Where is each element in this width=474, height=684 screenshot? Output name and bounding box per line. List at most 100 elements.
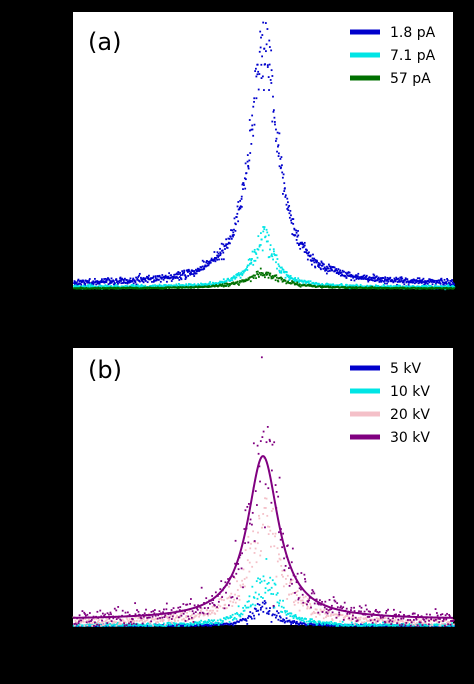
data-point <box>154 614 157 617</box>
data-point <box>245 619 248 622</box>
data-point <box>188 624 191 626</box>
data-point <box>254 274 256 277</box>
data-point <box>375 608 377 611</box>
data-point <box>75 623 78 626</box>
data-point <box>435 612 438 614</box>
data-point <box>395 276 398 279</box>
data-point <box>278 615 281 618</box>
data-point <box>197 624 200 627</box>
data-point <box>155 618 158 620</box>
data-point <box>273 253 276 255</box>
data-point <box>345 273 348 275</box>
data-point <box>319 608 322 611</box>
data-point <box>260 580 263 583</box>
data-point <box>232 281 235 284</box>
data-point <box>141 622 144 625</box>
data-point <box>152 610 155 613</box>
data-point <box>391 623 394 626</box>
data-point <box>218 258 220 261</box>
data-point <box>293 228 296 231</box>
data-point <box>265 50 267 53</box>
data-point <box>289 578 292 581</box>
data-point <box>141 280 144 282</box>
data-point <box>267 613 270 615</box>
data-point <box>421 284 424 287</box>
data-point <box>326 612 329 615</box>
data-point <box>103 624 106 627</box>
data-point <box>336 602 339 605</box>
data-point <box>191 610 194 613</box>
data-point <box>348 617 351 620</box>
data-point <box>205 622 208 625</box>
data-point <box>192 284 195 287</box>
data-point <box>452 619 455 622</box>
data-point <box>321 623 323 626</box>
data-point <box>89 287 92 290</box>
data-point <box>198 615 200 618</box>
data-point <box>225 279 228 282</box>
data-point <box>193 604 196 607</box>
data-point <box>261 526 263 529</box>
data-point <box>392 285 395 288</box>
data-point <box>294 614 297 616</box>
data-point <box>368 620 371 622</box>
data-point <box>324 612 327 615</box>
data-point <box>79 286 82 289</box>
data-point <box>145 608 147 611</box>
data-point <box>321 611 324 613</box>
data-point <box>206 609 209 612</box>
data-point <box>291 233 294 235</box>
data-point <box>96 282 99 285</box>
data-point <box>119 624 122 627</box>
panel-b: (b) 5 kV 10 kV 20 kV 30 kV <box>72 348 456 627</box>
data-point <box>441 624 444 627</box>
data-point <box>136 284 139 287</box>
data-point <box>262 523 264 526</box>
data-point <box>166 280 168 283</box>
data-point <box>388 277 391 280</box>
data-point <box>169 277 172 279</box>
data-point <box>80 621 83 624</box>
data-point <box>161 274 164 276</box>
data-point <box>186 611 188 614</box>
data-point <box>356 277 359 279</box>
data-point <box>290 282 293 285</box>
data-point <box>254 604 257 607</box>
data-point <box>318 262 321 265</box>
data-point <box>168 277 171 280</box>
data-point <box>212 599 215 601</box>
data-point <box>288 593 291 596</box>
data-point <box>404 278 407 281</box>
data-point <box>376 277 379 280</box>
data-point <box>178 283 180 285</box>
data-point <box>268 588 271 591</box>
data-point <box>285 617 288 620</box>
data-point <box>451 622 453 625</box>
data-point <box>93 624 95 627</box>
data-point <box>177 286 180 288</box>
data-point <box>259 244 262 246</box>
data-point <box>309 605 312 608</box>
data-point <box>269 272 272 275</box>
data-point <box>291 620 294 623</box>
data-point <box>408 623 411 625</box>
data-point <box>321 600 323 603</box>
data-point <box>86 281 89 284</box>
data-point <box>128 279 131 282</box>
data-point <box>193 283 196 285</box>
data-point <box>337 273 340 276</box>
data-point <box>365 608 368 611</box>
data-point <box>191 284 194 286</box>
data-point <box>92 284 95 287</box>
data-point <box>398 279 401 282</box>
data-point <box>161 620 164 623</box>
data-point <box>350 279 353 281</box>
data-point <box>274 484 277 486</box>
data-point <box>333 266 336 269</box>
data-point <box>306 258 309 261</box>
data-point <box>209 622 211 625</box>
data-point <box>204 620 206 623</box>
data-point <box>257 88 260 91</box>
data-point <box>443 619 446 622</box>
data-point <box>203 283 206 286</box>
